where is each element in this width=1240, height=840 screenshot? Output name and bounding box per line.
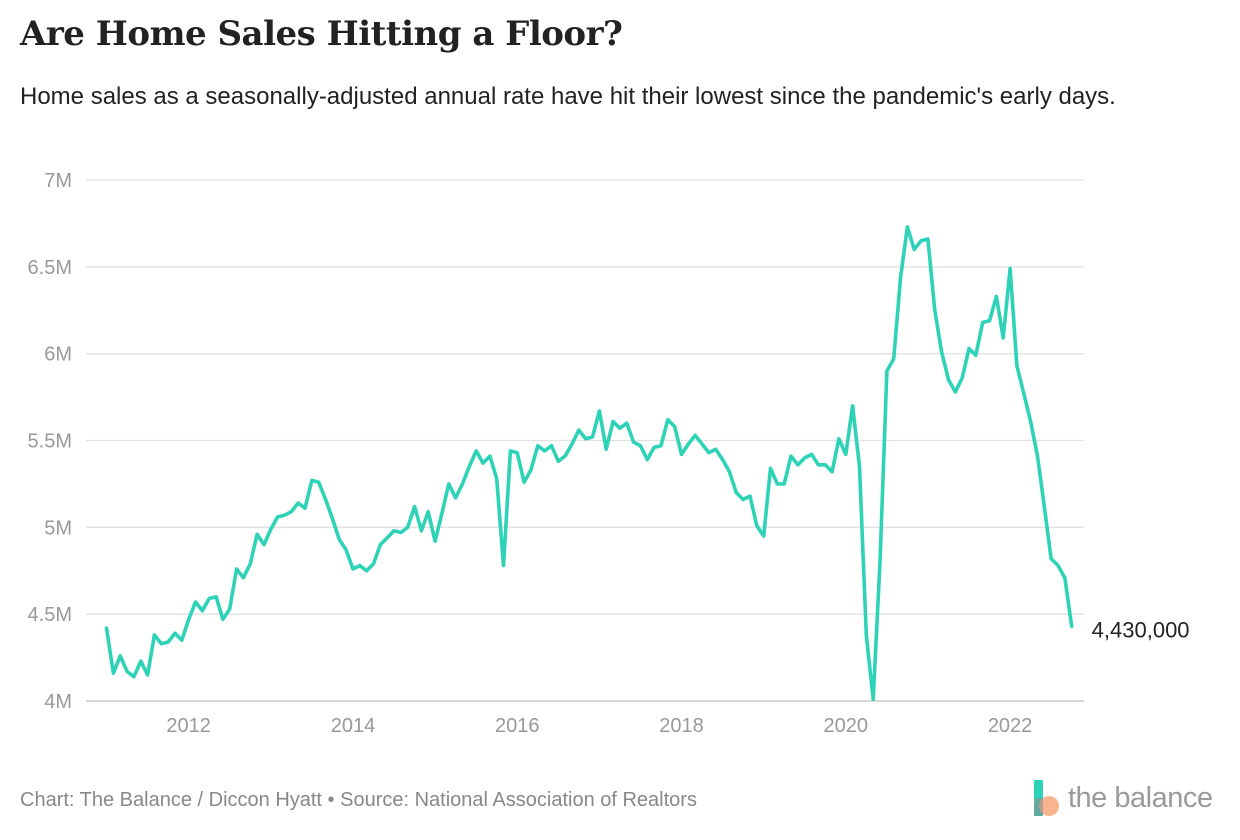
line-chart: 4M 4.5M 5M 5.5M 6M 6.5M 7M 2012 2014 2016 2018 202…	[28, 170, 1190, 737]
y-tick-label-5: 6.5M	[28, 257, 72, 279]
end-value-label: 4,430,000	[1092, 617, 1190, 642]
series-line-0	[104, 225, 1074, 702]
x-tick-label-2: 2016	[495, 715, 540, 737]
x-tick-label-0: 2012	[166, 715, 211, 737]
x-tick-label-5: 2022	[988, 715, 1033, 737]
x-tick-label-3: 2018	[659, 715, 704, 737]
chart-credit: Chart: The Balance / Diccon Hyatt • Sour…	[20, 789, 697, 811]
y-tick-label-0: 4M	[44, 691, 72, 713]
y-tick-label-2: 5M	[44, 517, 72, 539]
x-tick-label-4: 2020	[824, 715, 869, 737]
brand-logo: the balance	[1034, 778, 1213, 818]
x-tick-label-1: 2014	[331, 715, 376, 737]
y-tick-label-4: 6M	[44, 344, 72, 366]
the-balance-logo-icon	[1034, 780, 1059, 816]
y-tick-label-1: 4.5M	[28, 604, 72, 626]
y-tick-label-3: 5.5M	[28, 431, 72, 453]
brand-logo-text: the balance	[1068, 781, 1213, 814]
chart-title: Are Home Sales Hitting a Floor?	[20, 14, 623, 54]
chart-subtitle: Home sales as a seasonally-adjusted annu…	[20, 83, 1116, 110]
y-tick-label-6: 7M	[44, 170, 72, 192]
